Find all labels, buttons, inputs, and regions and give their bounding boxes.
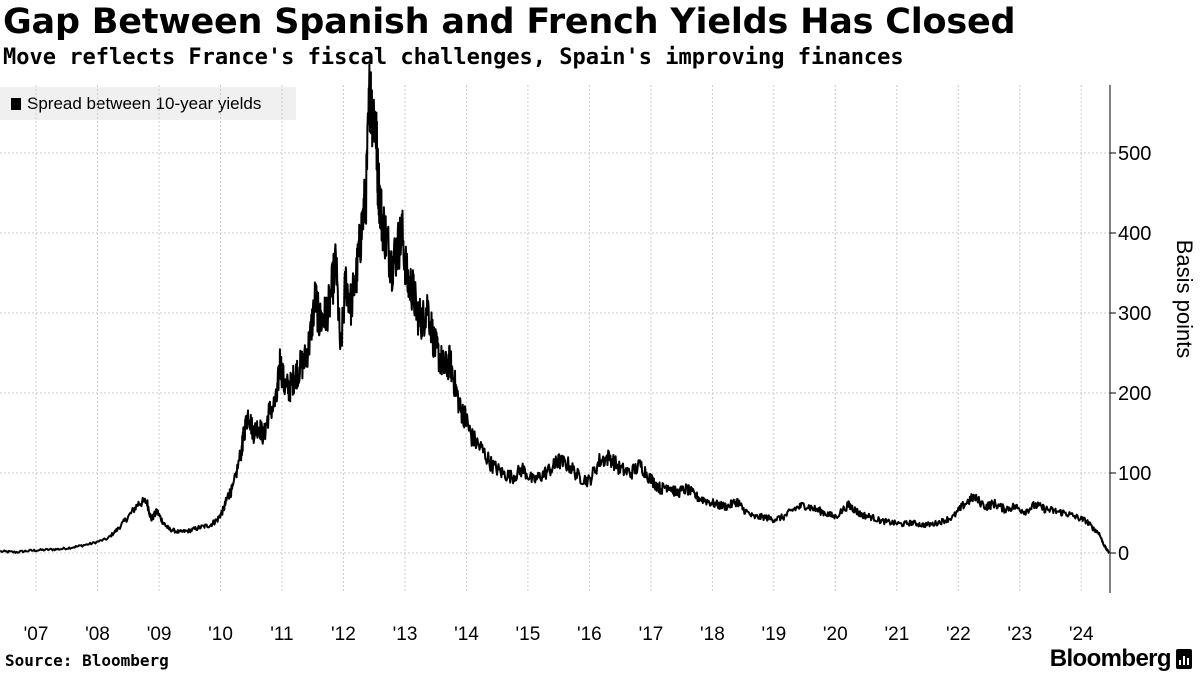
chart-title: Gap Between Spanish and French Yields Ha… — [3, 2, 1016, 42]
series-group — [0, 63, 1110, 554]
legend-swatch — [11, 97, 21, 110]
y-tick-label: 100 — [1118, 463, 1151, 485]
y-tick-label: 0 — [1118, 543, 1129, 565]
x-tick-label: '22 — [946, 624, 971, 645]
x-tick-label: '09 — [147, 624, 172, 645]
x-tick-label: '14 — [454, 624, 479, 645]
x-tick-label: '16 — [577, 624, 602, 645]
legend-label: Spread between 10-year yields — [27, 93, 262, 113]
x-tick-label: '20 — [823, 624, 848, 645]
y-tick-labels: 0 100 200 300 400 500 — [1118, 143, 1151, 565]
brand-logo: Bloomberg — [1050, 645, 1192, 673]
y-axis — [1109, 85, 1116, 593]
x-tick-label: '15 — [516, 624, 541, 645]
x-tick-labels: '07 '08 '09 '10 '11 '12 '13 '14 '15 '16 '17 '18 '19 '… — [24, 624, 1094, 645]
y-tick-label: 200 — [1118, 383, 1151, 405]
x-tick-label: '08 — [85, 624, 110, 645]
x-tick-label: '18 — [700, 624, 725, 645]
legend: Spread between 10-year yields — [0, 87, 296, 120]
y-tick-label: 400 — [1118, 223, 1151, 245]
x-tick-label: '07 — [24, 624, 49, 645]
x-tick-label: '17 — [639, 624, 664, 645]
y-tick-label: 300 — [1118, 303, 1151, 325]
series-line-spread — [0, 63, 1110, 554]
x-gridlines — [35, 85, 1082, 593]
x-tick-label: '23 — [1007, 624, 1032, 645]
x-tick-label: '19 — [761, 624, 786, 645]
x-tick-label: '10 — [208, 624, 233, 645]
x-tick-label: '24 — [1069, 624, 1094, 645]
x-tick-label: '21 — [885, 624, 910, 645]
y-tick-label: 500 — [1118, 143, 1151, 165]
y-gridlines — [0, 152, 1110, 554]
source-note: Source: Bloomberg — [5, 651, 169, 670]
chart-subtitle: Move reflects France's fiscal challenges… — [3, 45, 904, 70]
bloomberg-terminal-icon — [1176, 649, 1192, 669]
brand-name: Bloomberg — [1049, 645, 1172, 672]
x-tick-label: '12 — [331, 624, 356, 645]
x-tick-label: '11 — [270, 624, 293, 645]
x-tick-label: '13 — [393, 624, 418, 645]
y-axis-label: Basis points — [1172, 240, 1197, 359]
